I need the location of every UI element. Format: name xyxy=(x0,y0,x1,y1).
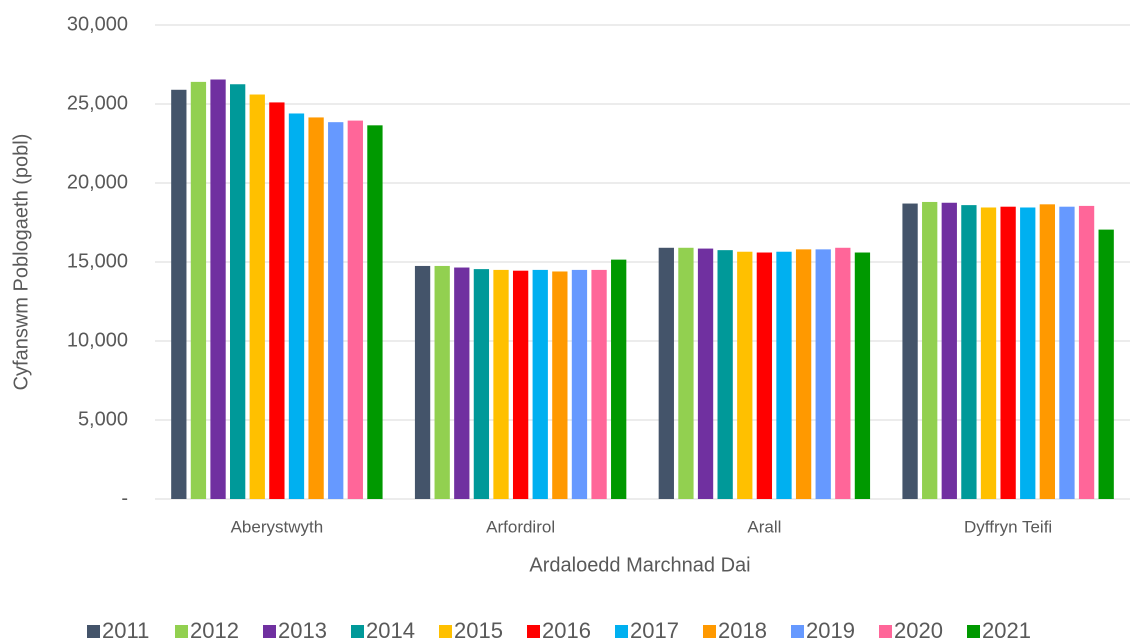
legend-label: 2015 xyxy=(454,618,503,643)
bar xyxy=(717,250,733,499)
x-tick-label: Arfordirol xyxy=(486,517,555,536)
legend-swatch xyxy=(527,625,540,638)
bar xyxy=(493,269,509,499)
bar xyxy=(1078,205,1095,499)
bar xyxy=(611,259,627,499)
bar xyxy=(835,247,851,499)
y-tick-label: 25,000 xyxy=(67,92,128,114)
legend-swatch xyxy=(967,625,980,638)
bar xyxy=(795,249,812,499)
bar xyxy=(171,89,187,499)
bar xyxy=(347,120,363,499)
bar xyxy=(658,247,674,499)
bar xyxy=(414,265,431,499)
bar xyxy=(980,207,997,500)
bar xyxy=(591,269,607,499)
bar xyxy=(815,249,831,499)
y-axis-label: Cyfanswm Poblogaeth (pobl) xyxy=(10,134,32,391)
legend-label: 2011 xyxy=(102,618,149,643)
legend-label: 2021 xyxy=(982,618,1031,643)
bar xyxy=(961,205,977,499)
bar xyxy=(1020,207,1036,500)
legend-swatch xyxy=(791,625,804,638)
bar xyxy=(922,201,938,499)
legend-label: 2020 xyxy=(894,618,943,643)
bar xyxy=(249,94,265,500)
bar xyxy=(454,267,470,499)
bar xyxy=(269,102,285,500)
bar xyxy=(328,122,344,500)
legend-swatch xyxy=(263,625,276,638)
bar xyxy=(1039,204,1055,499)
bar xyxy=(941,202,957,499)
bar xyxy=(1000,206,1016,499)
bar xyxy=(697,248,714,499)
y-tick-label: 20,000 xyxy=(67,171,128,193)
bar xyxy=(902,203,918,500)
legend-label: 2014 xyxy=(366,618,415,643)
y-tick-label: 30,000 xyxy=(67,13,128,35)
legend-swatch xyxy=(439,625,452,638)
bar xyxy=(473,269,490,499)
bar xyxy=(210,79,226,499)
legend-swatch xyxy=(351,625,364,638)
legend-label: 2013 xyxy=(278,618,327,643)
bar xyxy=(776,251,792,499)
legend-label: 2012 xyxy=(190,618,239,643)
y-tick-label: 15,000 xyxy=(67,250,128,272)
bar xyxy=(288,113,305,499)
bar xyxy=(512,270,529,499)
x-tick-label: Dyffryn Teifi xyxy=(964,517,1052,536)
bar xyxy=(190,81,207,499)
bar xyxy=(1059,206,1075,499)
bar xyxy=(230,84,246,499)
bar xyxy=(308,117,324,500)
bar xyxy=(434,265,450,499)
legend-label: 2017 xyxy=(630,618,679,643)
bar xyxy=(854,252,871,499)
y-tick-label: 10,000 xyxy=(67,329,128,351)
legend-label: 2016 xyxy=(542,618,591,643)
x-tick-label: Aberystwyth xyxy=(231,517,324,536)
bar xyxy=(756,252,773,499)
bar xyxy=(552,271,568,499)
x-tick-label: Arall xyxy=(747,517,781,536)
legend-swatch xyxy=(615,625,628,638)
legend-swatch xyxy=(87,625,100,638)
bar xyxy=(571,269,588,499)
legend-label: 2019 xyxy=(806,618,855,643)
y-tick-label: 5,000 xyxy=(78,408,128,430)
bar xyxy=(737,251,753,499)
bar xyxy=(532,269,548,499)
legend-label: 2018 xyxy=(718,618,767,643)
legend-swatch xyxy=(175,625,188,638)
legend-swatch xyxy=(879,625,892,638)
y-tick-label: - xyxy=(121,487,128,509)
bar xyxy=(367,125,383,499)
x-axis-label: Ardaloedd Marchnad Dai xyxy=(529,554,750,576)
legend-swatch xyxy=(703,625,716,638)
bar xyxy=(1098,229,1114,500)
bar xyxy=(678,247,694,499)
